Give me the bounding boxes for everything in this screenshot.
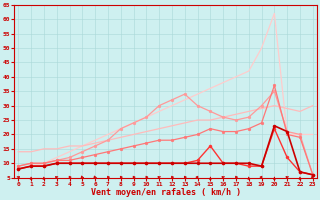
X-axis label: Vent moyen/en rafales ( km/h ): Vent moyen/en rafales ( km/h ) xyxy=(91,188,241,197)
